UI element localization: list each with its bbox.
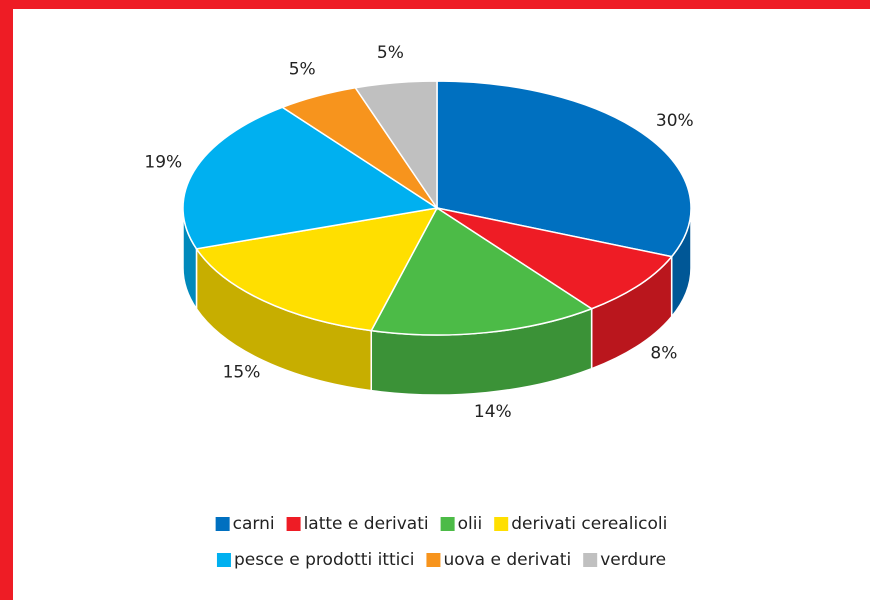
legend-label: verdure [600, 550, 666, 570]
legend-row: pesce e prodotti ittici uova e derivati ve… [216, 550, 666, 570]
legend-label: pesce e prodotti ittici [234, 550, 414, 570]
data-label: 5% [377, 43, 404, 63]
legend-label: olii [458, 514, 483, 534]
data-label: 14% [474, 402, 512, 422]
pie-slice [354, 80, 438, 211]
legend-swatch [494, 517, 509, 531]
legend-swatch [216, 553, 231, 567]
data-label: 15% [223, 363, 261, 383]
legend-label: latte e derivati [304, 514, 429, 534]
legend: carni latte e derivati olii derivati cereal… [215, 514, 667, 570]
data-label: 8% [650, 344, 677, 364]
legend-label: uova e derivati [443, 550, 571, 570]
data-label: 19% [144, 152, 182, 172]
left-border [0, 0, 13, 600]
top-border [0, 0, 870, 9]
legend-swatch [426, 553, 441, 567]
pie-slice [370, 206, 594, 336]
data-labels: 30% 8% 14% 15% 19% 5% 5% [144, 43, 693, 422]
data-label: 5% [289, 60, 316, 80]
pie-slice [436, 80, 692, 258]
legend-label: derivati cerealicoli [511, 514, 667, 534]
pie-sides [182, 207, 692, 396]
legend-swatch [440, 517, 455, 531]
legend-swatch [215, 517, 230, 531]
data-label: 30% [656, 111, 694, 131]
legend-swatch [286, 517, 301, 531]
legend-swatch [583, 553, 598, 567]
pie-slice [182, 106, 440, 250]
legend-label: carni [233, 514, 275, 534]
legend-row: carni latte e derivati olii derivati cereal… [215, 514, 667, 534]
pie-tops [182, 80, 692, 336]
pie-slice [436, 207, 674, 310]
